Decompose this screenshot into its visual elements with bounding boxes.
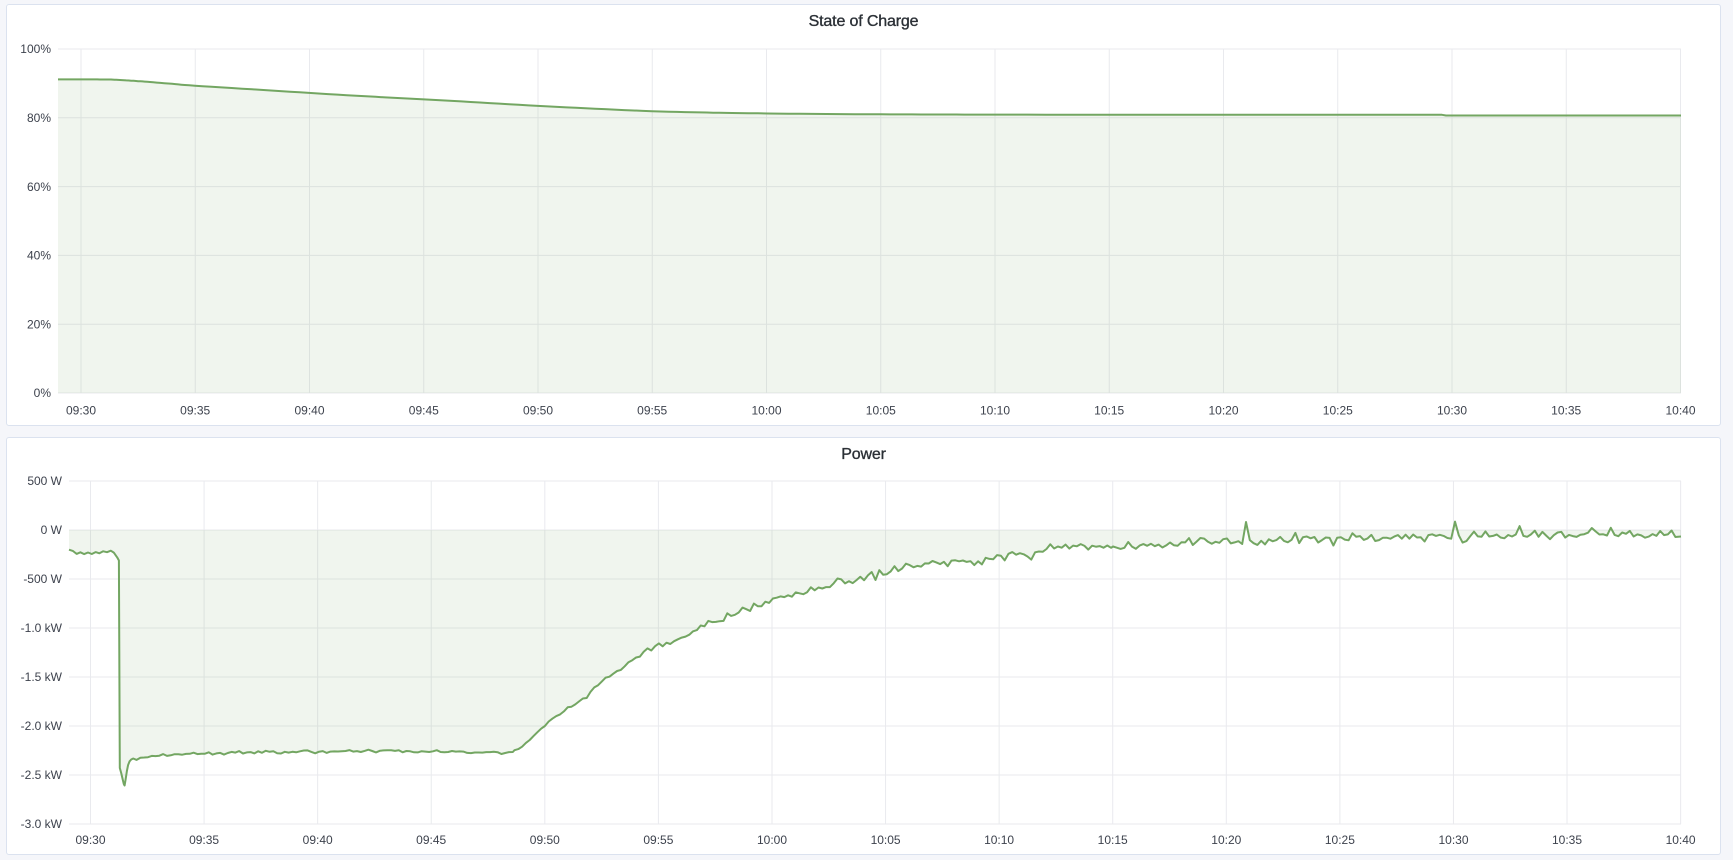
svg-text:0 W: 0 W	[41, 523, 63, 537]
svg-text:09:55: 09:55	[637, 404, 667, 418]
svg-text:500 W: 500 W	[27, 474, 62, 488]
svg-text:0%: 0%	[34, 386, 52, 400]
svg-text:10:40: 10:40	[1666, 833, 1696, 847]
svg-text:09:50: 09:50	[530, 833, 560, 847]
svg-text:09:45: 09:45	[416, 833, 446, 847]
svg-text:100%: 100%	[20, 42, 51, 56]
svg-text:10:05: 10:05	[871, 833, 901, 847]
svg-text:40%: 40%	[27, 249, 51, 263]
svg-text:10:00: 10:00	[751, 404, 781, 418]
svg-text:10:25: 10:25	[1325, 833, 1355, 847]
svg-text:80%: 80%	[27, 111, 51, 125]
svg-text:10:40: 10:40	[1665, 404, 1695, 418]
svg-text:10:10: 10:10	[984, 833, 1014, 847]
svg-text:10:25: 10:25	[1323, 404, 1353, 418]
svg-text:10:20: 10:20	[1211, 833, 1241, 847]
svg-text:-3.0 kW: -3.0 kW	[21, 817, 63, 831]
svg-text:10:15: 10:15	[1094, 404, 1124, 418]
svg-text:60%: 60%	[27, 180, 51, 194]
svg-text:-500 W: -500 W	[23, 572, 62, 586]
svg-text:10:35: 10:35	[1551, 404, 1581, 418]
svg-text:-1.0 kW: -1.0 kW	[21, 621, 63, 635]
svg-text:10:35: 10:35	[1552, 833, 1582, 847]
svg-text:09:30: 09:30	[66, 404, 96, 418]
svg-text:09:35: 09:35	[180, 404, 210, 418]
svg-text:10:05: 10:05	[866, 404, 896, 418]
svg-text:09:45: 09:45	[409, 404, 439, 418]
svg-text:09:40: 09:40	[303, 833, 333, 847]
svg-text:09:50: 09:50	[523, 404, 553, 418]
svg-text:09:55: 09:55	[643, 833, 673, 847]
svg-text:-2.5 kW: -2.5 kW	[21, 768, 63, 782]
svg-text:10:15: 10:15	[1098, 833, 1128, 847]
svg-text:10:30: 10:30	[1438, 833, 1468, 847]
svg-text:09:35: 09:35	[189, 833, 219, 847]
svg-text:10:00: 10:00	[757, 833, 787, 847]
svg-text:-2.0 kW: -2.0 kW	[21, 719, 63, 733]
svg-text:10:20: 10:20	[1208, 404, 1238, 418]
svg-text:-1.5 kW: -1.5 kW	[21, 670, 63, 684]
svg-text:09:30: 09:30	[75, 833, 105, 847]
svg-text:20%: 20%	[27, 317, 51, 331]
svg-text:10:10: 10:10	[980, 404, 1010, 418]
svg-text:09:40: 09:40	[294, 404, 324, 418]
svg-text:10:30: 10:30	[1437, 404, 1467, 418]
